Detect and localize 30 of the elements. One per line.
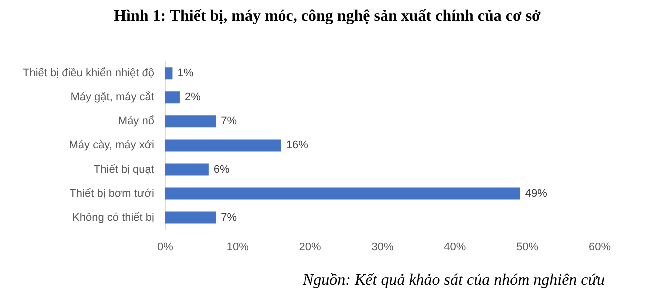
x-tick-label: 0% <box>158 241 174 254</box>
data-label: 16% <box>286 140 309 152</box>
x-tick-label: 50% <box>516 241 539 254</box>
chart-title: Hình 1: Thiết bị, máy móc, công nghệ sản xuất chính của cơ sở <box>113 8 542 26</box>
bar <box>165 164 209 176</box>
y-tick-label: Máy gặt, máy cắt <box>70 90 154 104</box>
y-tick-label: Không có thiết bị <box>72 212 154 224</box>
bar <box>165 92 180 104</box>
y-tick-label: Máy nổ <box>118 116 154 128</box>
data-label: 1% <box>178 68 194 80</box>
y-tick-label: Thiết bị quạt <box>94 164 154 176</box>
data-label: 7% <box>221 212 238 224</box>
bar <box>165 68 173 80</box>
data-label: 2% <box>184 92 202 104</box>
data-label: 6% <box>214 164 230 176</box>
bar <box>165 188 520 200</box>
x-tick-label: 20% <box>299 241 322 254</box>
x-tick-label: 40% <box>444 241 466 254</box>
x-tick-label: 10% <box>226 241 250 254</box>
y-tick-label: Thiết bị bơm tưới <box>70 188 154 200</box>
x-tick-label: 30% <box>372 241 394 254</box>
y-tick-label: Thiết bị điều khiển nhiệt độ <box>22 68 154 80</box>
bar <box>165 140 282 152</box>
data-label: 49% <box>525 188 548 200</box>
bar <box>165 116 216 128</box>
x-tick-label: 60% <box>588 241 612 254</box>
bar <box>165 212 216 224</box>
data-label: 7% <box>221 116 238 128</box>
y-tick-label: Máy cày, máy xới <box>69 140 154 152</box>
text: Nguồn: Kết quả khảo sát của nhóm nghiên cứu <box>302 272 605 290</box>
